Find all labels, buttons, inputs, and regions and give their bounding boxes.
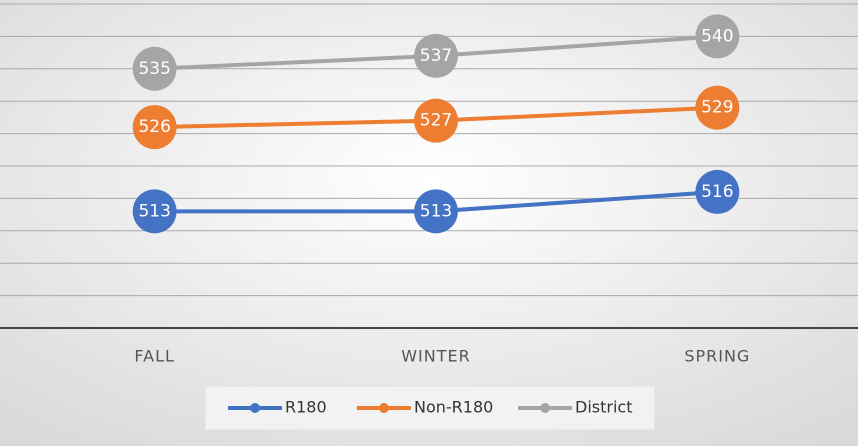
data-label: 513 xyxy=(138,201,170,221)
x-tick-label: SPRING xyxy=(684,347,750,366)
point xyxy=(414,189,458,234)
point xyxy=(695,14,740,59)
data-label: 513 xyxy=(420,201,452,221)
point xyxy=(132,46,177,91)
x-tick-label: WINTER xyxy=(401,347,471,366)
data-label: 535 xyxy=(138,59,170,79)
data-label: 526 xyxy=(138,117,170,137)
data-label: 527 xyxy=(420,111,452,131)
point xyxy=(695,169,740,214)
point xyxy=(695,85,740,130)
legend-label: District xyxy=(575,398,632,417)
legend-label: Non-R180 xyxy=(414,398,493,417)
legend-marker xyxy=(540,403,550,413)
data-label: 529 xyxy=(701,98,733,118)
data-label: 537 xyxy=(420,46,452,66)
point xyxy=(132,105,177,150)
point xyxy=(414,33,458,78)
data-label: 540 xyxy=(701,26,733,46)
legend-label: R180 xyxy=(285,398,327,417)
point xyxy=(414,98,458,143)
point xyxy=(132,189,177,234)
legend-marker xyxy=(250,403,260,413)
legend-marker xyxy=(379,403,389,413)
data-label: 516 xyxy=(701,182,733,202)
x-tick-label: FALL xyxy=(134,347,175,366)
